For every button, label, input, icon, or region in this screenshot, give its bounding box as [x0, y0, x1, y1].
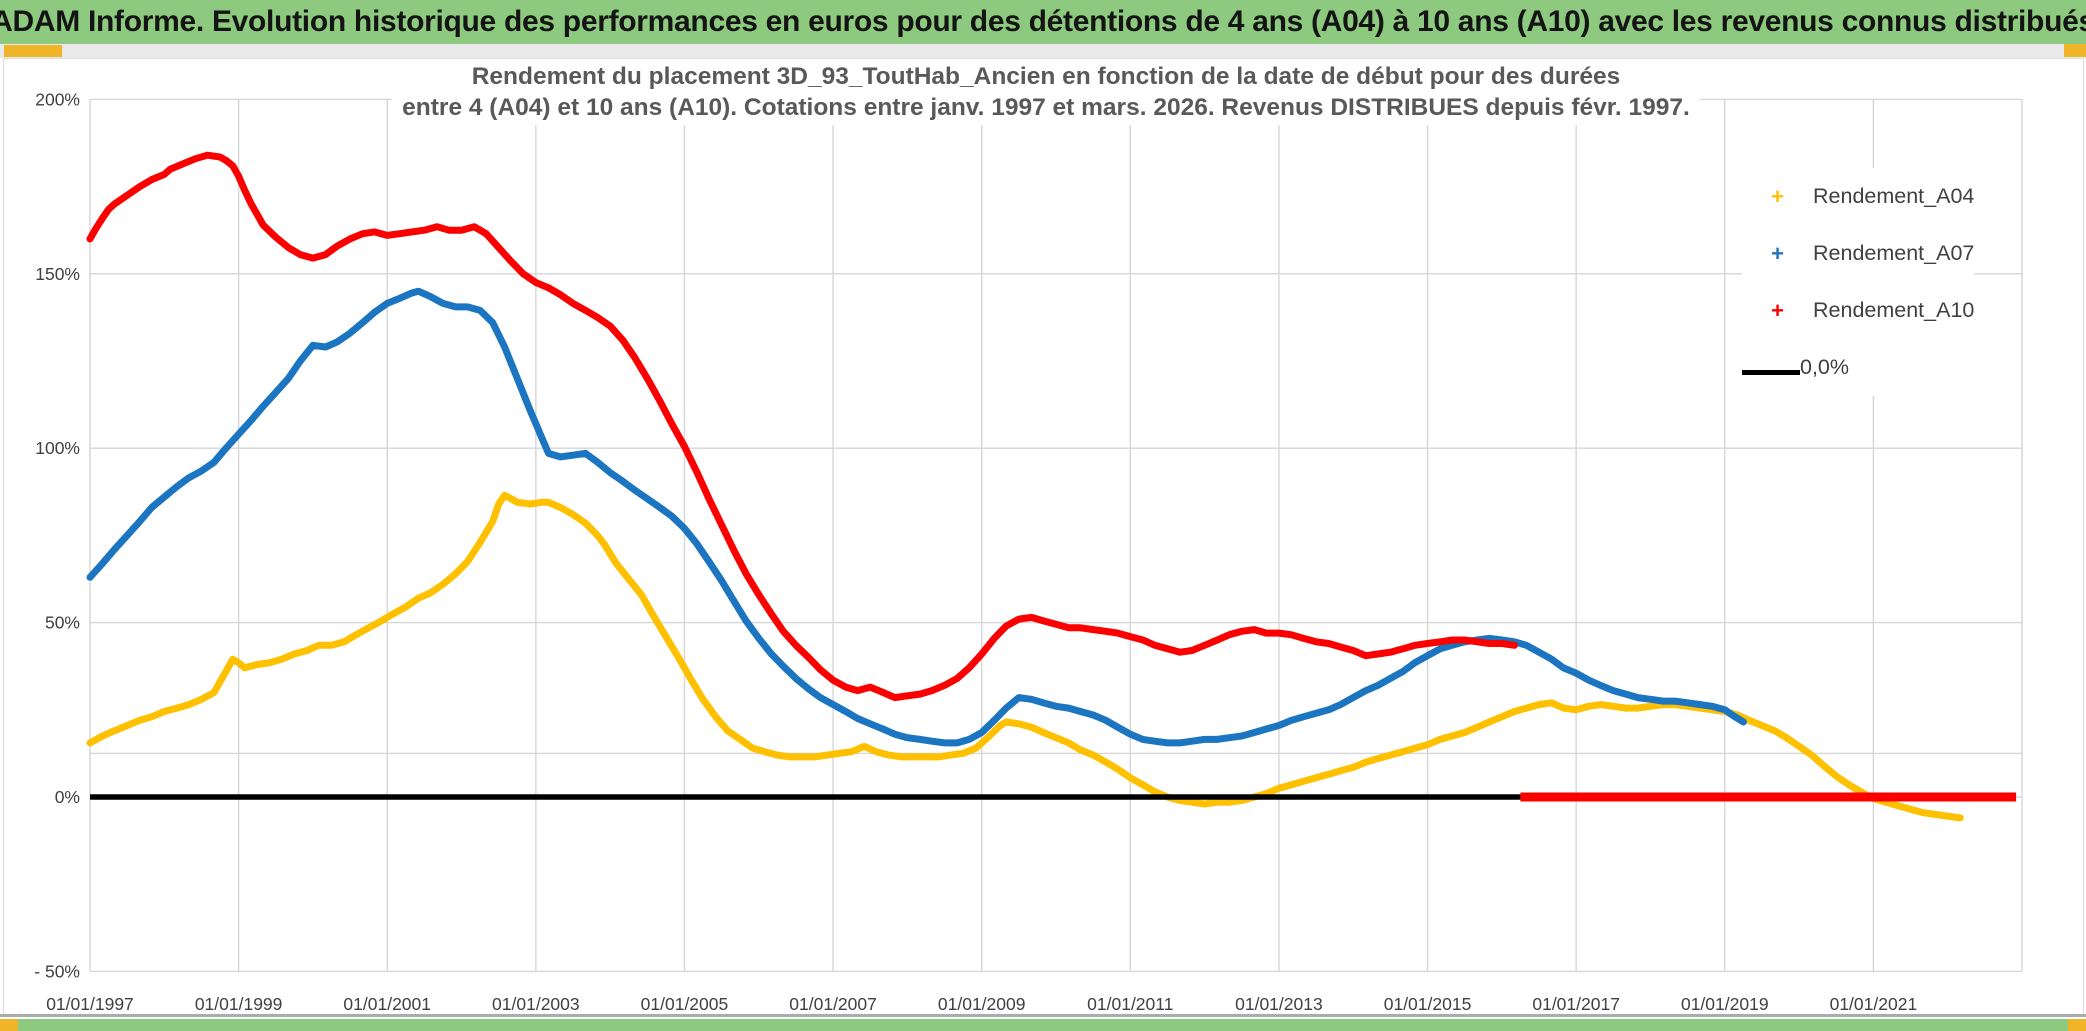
y-axis-label: 0% [55, 787, 80, 807]
page-title: ADAM Informe. Evolution historique des p… [0, 5, 2086, 38]
x-axis-label: 01/01/2005 [641, 994, 729, 1014]
yellow-corner-mark-top-left [4, 45, 62, 57]
x-axis-label: 01/01/2015 [1384, 994, 1472, 1014]
series-Rendement_A10 [86, 151, 1518, 702]
legend-item-0-0-: 0,0% [1742, 339, 1974, 396]
series-Rendement_A07 [86, 287, 1747, 747]
header-sub-strip [0, 44, 2086, 58]
yellow-corner-mark-bottom-left [0, 1019, 18, 1031]
x-axis-label: 01/01/2021 [1830, 994, 1918, 1014]
legend-label: Rendement_A04 [1813, 184, 1975, 208]
chart-title-line1: Rendement du placement 3D_93_ToutHab_Anc… [471, 63, 1621, 90]
x-axis-label: 01/01/1997 [46, 994, 134, 1014]
y-axis-label: 150% [35, 264, 80, 284]
chart-title: Rendement du placement 3D_93_ToutHab_Anc… [392, 59, 1700, 125]
legend-label: 0,0% [1800, 355, 1850, 379]
legend-label: Rendement_A07 [1813, 241, 1975, 265]
plus-marker-icon: + [1771, 297, 1784, 323]
legend-item-rendement-a10: + Rendement_A10 [1742, 282, 1974, 339]
plus-marker-icon: + [1771, 240, 1784, 266]
plus-marker-icon: + [1771, 183, 1784, 209]
line-swatch-icon [1742, 357, 1800, 379]
x-axis-label: 01/01/2013 [1235, 994, 1323, 1014]
footer-green-bar [0, 1019, 2086, 1031]
y-axis-label: 200% [35, 89, 80, 109]
yellow-corner-mark-bottom-right [2068, 1019, 2086, 1031]
x-axis-label: 01/01/2011 [1087, 994, 1173, 1014]
y-axis-label: - 50% [34, 961, 80, 981]
x-axis-label: 01/01/2007 [789, 994, 877, 1014]
x-axis-label: 01/01/2001 [343, 994, 431, 1014]
chart-legend: + Rendement_A04 + Rendement_A07 + Rendement_A… [1742, 168, 1975, 396]
chart-canvas [3, 58, 2084, 1015]
legend-label: Rendement_A10 [1813, 298, 1975, 322]
chart-title-line2: entre 4 (A04) et 10 ans (A10). Cotations… [402, 94, 1690, 121]
y-axis-label: 100% [35, 438, 80, 458]
legend-item-rendement-a07: + Rendement_A07 [1742, 225, 1974, 282]
x-axis-label: 01/01/2003 [492, 994, 580, 1014]
x-axis-label: 01/01/2017 [1532, 994, 1620, 1014]
x-axis-label: 01/01/1999 [195, 994, 283, 1014]
series-Rendement_A04 [86, 491, 1964, 822]
x-axis-label: 01/01/2019 [1681, 994, 1769, 1014]
header-title-bar: ADAM Informe. Evolution historique des p… [0, 0, 2086, 44]
y-axis-label: 50% [45, 613, 80, 633]
footer-divider [0, 1014, 2086, 1017]
x-axis-label: 01/01/2009 [938, 994, 1026, 1014]
yellow-corner-mark-top-right [2064, 44, 2086, 57]
legend-item-rendement-a04: + Rendement_A04 [1742, 168, 1974, 225]
